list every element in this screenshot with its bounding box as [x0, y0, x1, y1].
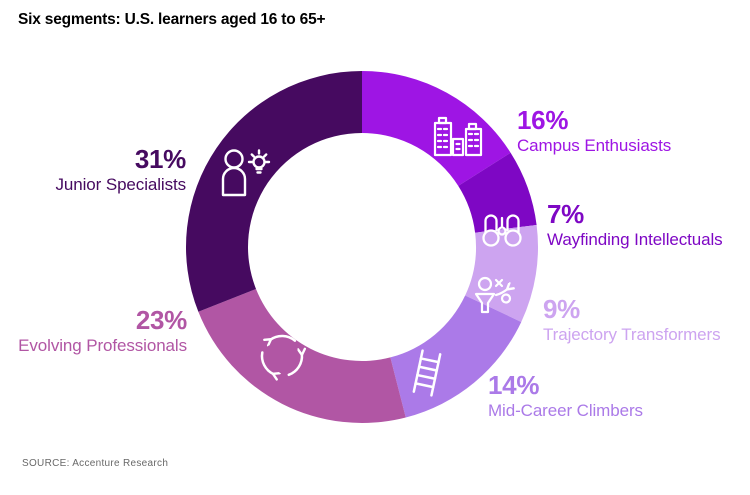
segment-name: Campus Enthusiasts: [517, 135, 672, 155]
cycle-arrows-icon: [260, 334, 302, 375]
segment-campus-enthusiasts: [362, 71, 511, 186]
person-lightbulb-icon: [221, 149, 271, 197]
segment-name: Evolving Professionals: [18, 335, 187, 355]
segment-trajectory-transformers: [465, 224, 538, 322]
strategy-play-icon: [474, 276, 510, 314]
percent-value: 31%: [134, 144, 186, 174]
segment-junior-specialists: [186, 71, 362, 312]
segment-name: Junior Specialists: [55, 174, 187, 194]
segment-mid-career-climbers: [390, 295, 522, 418]
buildings-icon: [433, 116, 483, 157]
label-wayfinding-intellectuals: 7% Wayfinding Intellectuals: [547, 201, 723, 250]
label-trajectory-transformers: 9% Trajectory Transformers: [543, 296, 721, 345]
ladder-icon: [412, 349, 442, 397]
percent-value: 14%: [488, 370, 540, 400]
source-note: SOURCE: Accenture Research: [22, 458, 169, 469]
segment-wayfinding-intellectuals: [458, 152, 537, 233]
percent-value: 23%: [135, 305, 187, 335]
segment-name: Wayfinding Intellectuals: [547, 229, 723, 249]
percent-value: 7%: [547, 199, 584, 229]
segment-name: Trajectory Transformers: [543, 324, 721, 344]
segment-name: Mid-Career Climbers: [488, 400, 643, 420]
label-mid-career-climbers: 14% Mid-Career Climbers: [488, 372, 643, 421]
label-evolving-professionals: 23% Evolving Professionals: [18, 307, 187, 356]
percent-value: 9%: [543, 294, 580, 324]
donut-segments: [186, 71, 538, 423]
label-campus-enthusiasts: 16% Campus Enthusiasts: [517, 107, 671, 156]
binoculars-icon: [482, 214, 522, 247]
chart-title: Six segments: U.S. learners aged 16 to 6…: [18, 11, 326, 28]
percent-value: 16%: [517, 105, 569, 135]
label-junior-specialists: 31% Junior Specialists: [55, 144, 187, 195]
